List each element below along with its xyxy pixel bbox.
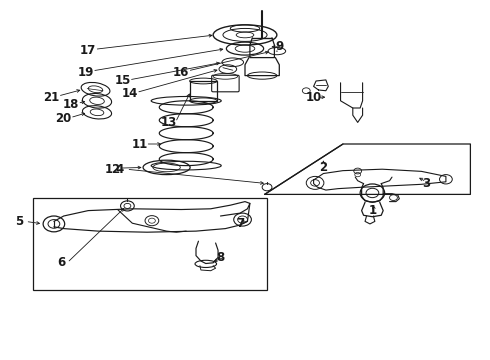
Text: 12: 12 <box>104 163 121 176</box>
Text: 13: 13 <box>161 116 177 129</box>
Text: 14: 14 <box>122 87 138 100</box>
Text: 7: 7 <box>236 217 244 230</box>
Text: 19: 19 <box>77 66 94 78</box>
Text: 17: 17 <box>80 44 97 57</box>
Text: 16: 16 <box>173 66 190 78</box>
Text: 6: 6 <box>57 256 65 269</box>
Text: 10: 10 <box>305 91 322 104</box>
Text: 20: 20 <box>55 112 72 125</box>
Text: 11: 11 <box>131 138 148 150</box>
Text: 8: 8 <box>217 251 224 264</box>
Text: 15: 15 <box>114 75 131 87</box>
Text: 4: 4 <box>116 163 124 176</box>
Text: 5: 5 <box>16 215 24 228</box>
Text: 3: 3 <box>422 177 430 190</box>
Bar <box>33 198 267 290</box>
Text: 18: 18 <box>63 98 79 111</box>
Text: 9: 9 <box>275 40 283 53</box>
Text: 2: 2 <box>319 161 327 174</box>
Text: 21: 21 <box>43 91 60 104</box>
Text: 1: 1 <box>368 204 376 217</box>
